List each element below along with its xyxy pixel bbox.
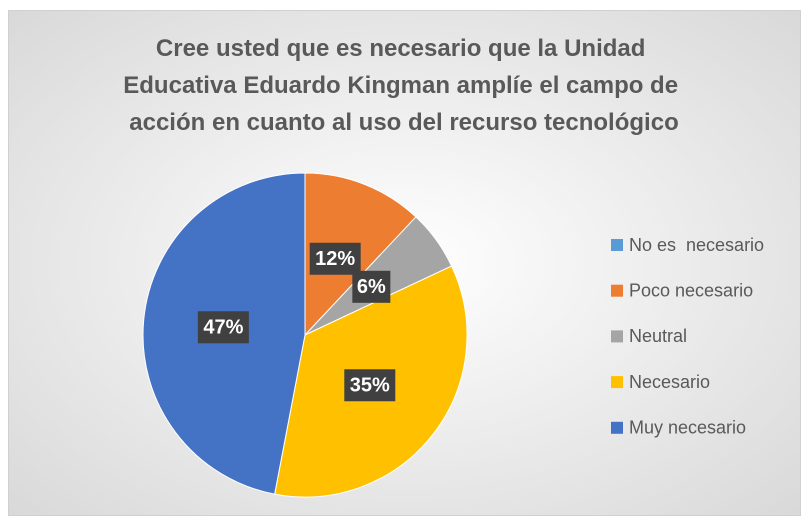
legend-swatch	[611, 239, 623, 251]
data-label-box	[309, 242, 361, 275]
legend-label: Poco necesario	[629, 280, 753, 300]
data-label-box	[344, 369, 396, 402]
legend-swatch	[611, 330, 623, 343]
data-label: 6%	[357, 276, 386, 298]
data-label: 12%	[315, 248, 355, 270]
chart-title: Cree usted que es necesario que la Unida…	[123, 35, 684, 136]
legend-swatch	[611, 376, 623, 389]
legend-label: Neutral	[629, 326, 687, 346]
legend-swatch	[611, 421, 623, 434]
legend-label: No es necesario	[629, 235, 764, 255]
data-label: 35%	[350, 375, 390, 397]
legend-swatch	[611, 284, 623, 297]
data-label-box	[352, 270, 391, 303]
data-label: 47%	[203, 317, 243, 339]
data-label-box	[197, 311, 249, 344]
legend-label: Muy necesario	[629, 418, 746, 438]
legend-label: Necesario	[629, 372, 710, 392]
